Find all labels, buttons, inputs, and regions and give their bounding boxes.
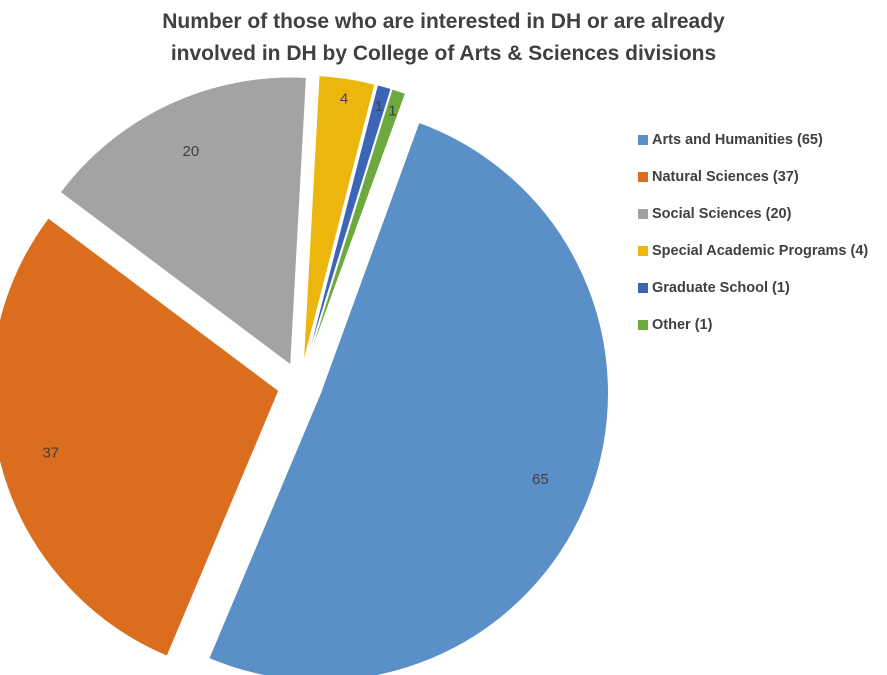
legend-item-other: Other (1): [638, 306, 868, 343]
legend-swatch: [638, 319, 648, 330]
legend-swatch: [638, 208, 648, 219]
pie-slice-label: 1: [388, 102, 396, 119]
pie-slice-arts-and-humanities: [208, 121, 609, 675]
pie-slice-special-academic-programs: [302, 75, 376, 364]
legend-swatch: [638, 171, 648, 182]
pie-slice-natural-sciences: [0, 217, 280, 657]
legend-label: Special Academic Programs (4): [652, 242, 869, 259]
pie-slice-label: 65: [532, 471, 549, 488]
chart-title-line-2: involved in DH by College of Arts & Scie…: [170, 42, 717, 65]
pie-slice-label: 4: [340, 91, 348, 108]
pie-slice-label: 1: [375, 98, 383, 115]
legend-item-social-sciences: Social Sciences (20): [638, 195, 868, 232]
pie-slice-social-sciences: [59, 76, 307, 367]
legend-item-special-academic-programs: Special Academic Programs (4): [638, 232, 868, 269]
chart-title-line-1: Number of those who are interested in DH…: [162, 10, 725, 33]
legend-label: Natural Sciences (37): [652, 168, 799, 185]
legend-swatch: [638, 134, 648, 145]
pie-slice-graduate-school: [305, 84, 392, 364]
legend-label: Social Sciences (20): [652, 205, 792, 222]
legend-item-arts-humanities: Arts and Humanities (65): [638, 121, 868, 158]
legend-label: Graduate School (1): [652, 279, 790, 296]
pie-slice-label: 20: [183, 143, 200, 160]
legend-item-natural-sciences: Natural Sciences (37): [638, 158, 868, 195]
pie-slice-other: [306, 88, 407, 365]
legend-item-graduate-school: Graduate School (1): [638, 269, 868, 306]
chart-title: Number of those who are interested in DH…: [0, 6, 887, 70]
legend-swatch: [638, 245, 648, 256]
legend-label: Other (1): [652, 316, 713, 333]
legend: Arts and Humanities (65) Natural Science…: [638, 121, 868, 343]
legend-swatch: [638, 282, 648, 293]
legend-label: Arts and Humanities (65): [652, 131, 823, 148]
pie-slice-label: 37: [42, 444, 59, 461]
